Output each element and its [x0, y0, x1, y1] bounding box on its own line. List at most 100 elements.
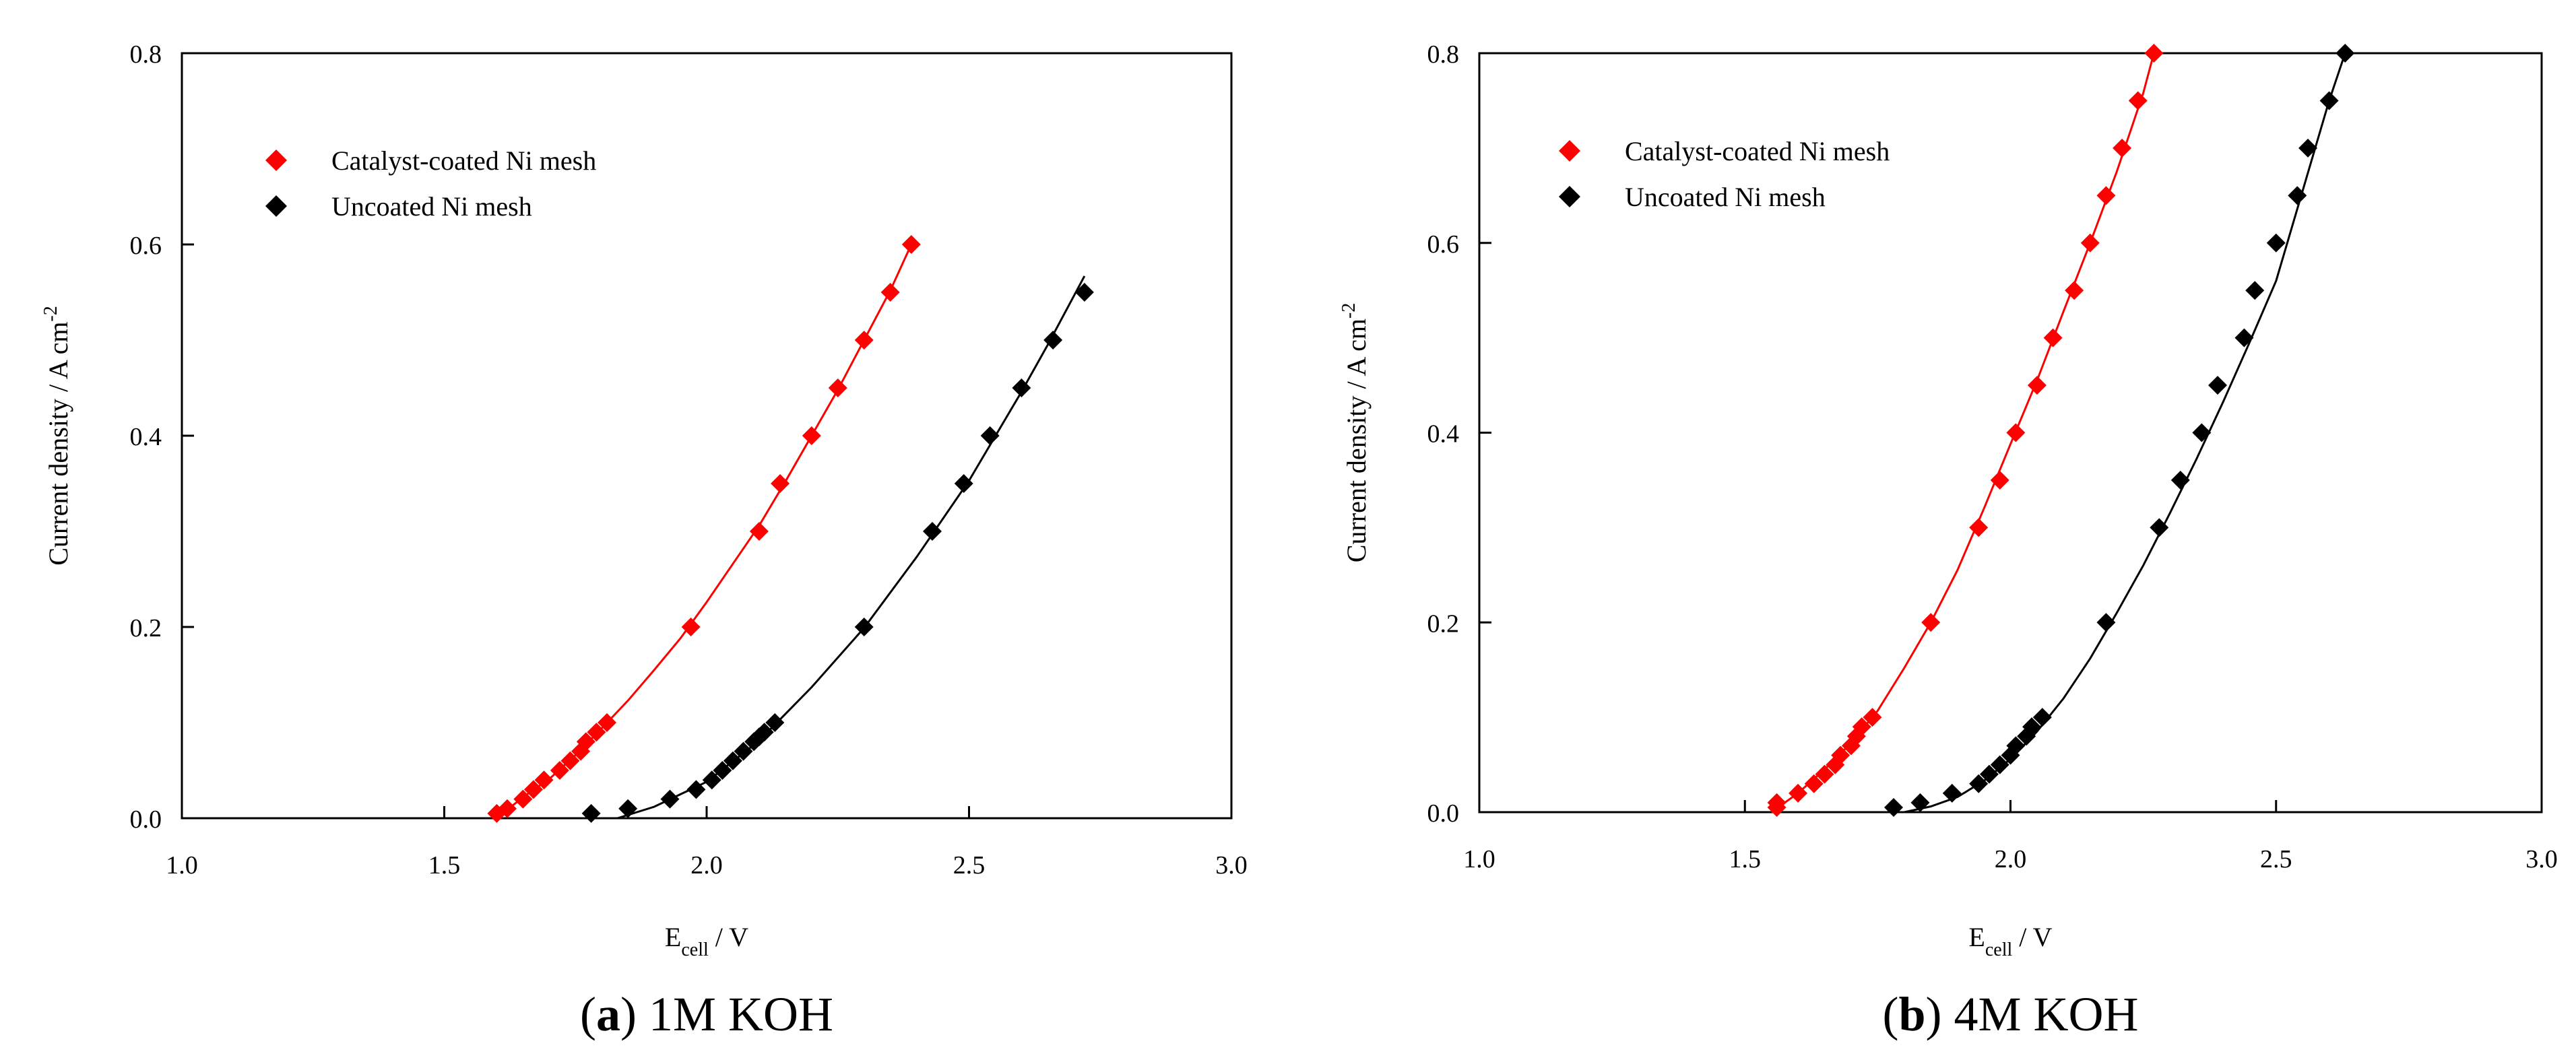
- data-point: [1804, 774, 1824, 793]
- data-point: [1969, 518, 1989, 537]
- data-point: [2245, 281, 2265, 300]
- data-point: [901, 235, 921, 254]
- data-point: [513, 789, 533, 809]
- legend-marker: [1559, 186, 1580, 207]
- data-point: [2319, 91, 2339, 110]
- data-point: [2006, 736, 2026, 756]
- data-point: [2065, 281, 2084, 300]
- data-point: [2022, 717, 2042, 737]
- data-point: [1043, 331, 1063, 350]
- data-point: [618, 799, 638, 818]
- y-tick-label: 0.0: [130, 805, 162, 834]
- data-point: [1990, 755, 2009, 774]
- data-point: [713, 761, 732, 780]
- data-point: [1969, 774, 1989, 793]
- data-point: [576, 732, 595, 752]
- data-point: [749, 522, 769, 541]
- data-point: [2208, 376, 2228, 395]
- data-point: [681, 618, 701, 636]
- data-point: [828, 378, 847, 397]
- data-point: [2096, 613, 2116, 632]
- data-point: [1990, 470, 2009, 490]
- panel-caption: (a) 1M KOH: [580, 987, 833, 1041]
- panel-caption: (b) 4M KOH: [1882, 987, 2138, 1041]
- y-tick-label: 0.4: [1427, 420, 1460, 449]
- data-point: [2150, 518, 2169, 537]
- data-point: [1789, 783, 1808, 803]
- data-point: [2032, 708, 2052, 727]
- data-point: [2288, 186, 2307, 205]
- legend-marker: [1559, 140, 1580, 162]
- legend-label: Catalyst-coated Ni mesh: [1625, 136, 1890, 166]
- x-tick-label: 1.5: [428, 851, 461, 880]
- fit-curve: [496, 244, 913, 820]
- x-tick-label: 2.5: [2260, 845, 2292, 873]
- data-point: [802, 426, 821, 445]
- data-point: [702, 770, 721, 790]
- data-point: [754, 723, 774, 742]
- data-point: [2027, 376, 2047, 395]
- x-tick-label: 1.0: [1463, 845, 1495, 873]
- data-point: [1979, 764, 1999, 784]
- data-point: [2043, 328, 2063, 347]
- data-point: [1074, 283, 1094, 302]
- data-point: [2266, 233, 2286, 253]
- data-point: [1012, 378, 1031, 397]
- data-point: [1852, 717, 1871, 737]
- data-point: [534, 770, 554, 790]
- data-point: [854, 331, 874, 350]
- data-point: [980, 426, 1000, 445]
- data-point: [734, 741, 753, 761]
- legend-label: Catalyst-coated Ni mesh: [331, 145, 596, 176]
- data-point: [2170, 470, 2190, 490]
- data-point: [1942, 783, 1962, 803]
- data-point: [2128, 91, 2148, 110]
- data-point: [854, 618, 874, 636]
- data-point: [954, 474, 973, 493]
- y-tick-label: 0.8: [1427, 40, 1460, 69]
- fit-curve: [1770, 53, 2155, 814]
- y-tick-label: 0.2: [130, 614, 162, 642]
- legend-label: Uncoated Ni mesh: [1625, 182, 1826, 212]
- data-point: [587, 723, 606, 742]
- data-point: [2336, 44, 2355, 63]
- data-point: [2080, 233, 2100, 253]
- data-point: [660, 789, 680, 809]
- data-point: [1767, 793, 1786, 812]
- x-axis-title: Ecell / V: [665, 922, 748, 960]
- data-point: [723, 751, 742, 770]
- data-point: [922, 522, 942, 541]
- data-point: [581, 803, 601, 823]
- fit-curve: [1904, 53, 2346, 814]
- fit-curve: [617, 275, 1086, 820]
- data-point: [1884, 797, 1904, 817]
- data-point: [2234, 328, 2254, 347]
- data-point: [2298, 138, 2318, 158]
- data-point: [597, 713, 616, 732]
- data-point: [2113, 138, 2132, 158]
- panel-a: 1.0 1.5 2.0 2.5 3.0 0.0 0.2 0.4 0.6 0.8 Ecell / V C…: [40, 40, 1248, 1041]
- y-tick-label: 0.6: [130, 232, 162, 260]
- data-point: [880, 283, 900, 302]
- x-tick-label: 1.5: [1729, 845, 1762, 873]
- data-point: [560, 751, 580, 770]
- data-point: [1815, 764, 1834, 784]
- x-axis-title: Ecell / V: [1968, 922, 2052, 960]
- data-point: [550, 761, 569, 780]
- data-point: [523, 780, 543, 799]
- data-point: [1863, 708, 1882, 727]
- legend-label: Uncoated Ni mesh: [331, 191, 532, 222]
- y-tick-label: 0.4: [130, 423, 162, 451]
- y-axis-title: Current density / A cm-2: [40, 306, 73, 566]
- x-tick-label: 3.0: [2525, 845, 2558, 873]
- legend-marker: [265, 150, 287, 171]
- data-point: [686, 780, 706, 799]
- x-tick-label: 2.0: [690, 851, 723, 880]
- data-point: [2006, 423, 2026, 442]
- x-tick-label: 2.0: [1995, 845, 2027, 873]
- data-point: [1921, 613, 1941, 632]
- y-tick-label: 0.6: [1427, 230, 1460, 259]
- x-tick-label: 3.0: [1215, 851, 1248, 880]
- x-tick-label: 1.0: [166, 851, 198, 880]
